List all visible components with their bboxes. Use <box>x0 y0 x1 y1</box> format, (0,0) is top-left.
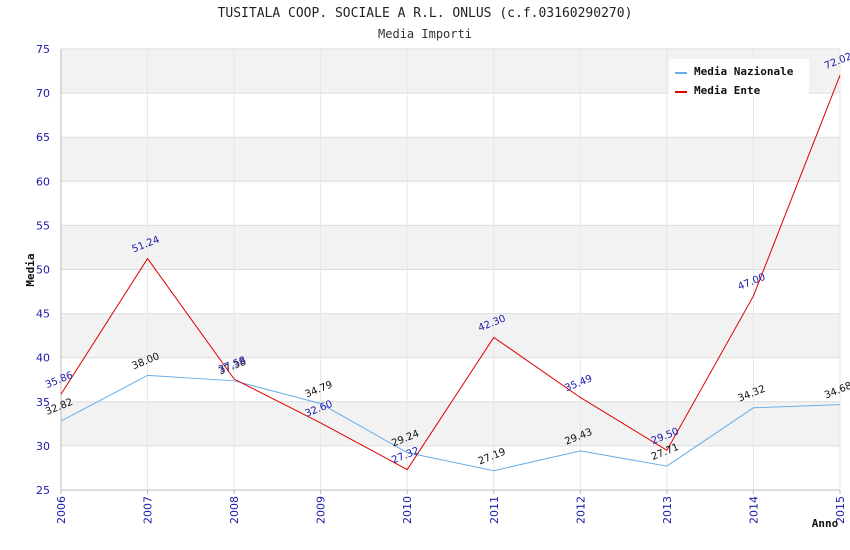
y-tick-label: 30 <box>36 440 50 453</box>
y-tick-label: 45 <box>36 308 50 321</box>
grid-band <box>61 93 840 138</box>
y-tick-label: 40 <box>36 352 50 365</box>
y-axis-title: Media <box>24 253 37 286</box>
grid-band <box>61 357 840 402</box>
series-lines <box>60 75 841 472</box>
series-line-ente <box>60 75 841 471</box>
y-tick-label: 55 <box>36 219 50 232</box>
x-tick-label: 2007 <box>142 496 155 524</box>
x-tick-label: 2012 <box>574 496 587 524</box>
x-tick-label: 2009 <box>315 496 328 524</box>
grid-bands <box>61 49 840 490</box>
grid-band <box>61 225 840 270</box>
y-tick-label: 25 <box>36 484 50 497</box>
series-line-nazionale <box>60 374 841 472</box>
chart-title: TUSITALA COOP. SOCIALE A R.L. ONLUS (c.f… <box>217 6 633 21</box>
x-axis-title: Anno <box>812 517 839 530</box>
y-tick-label: 65 <box>36 131 50 144</box>
x-tick-label: 2014 <box>747 496 760 524</box>
y-tick-label: 70 <box>36 87 50 100</box>
legend-label-ente: Media Ente <box>694 84 761 97</box>
axes <box>60 49 841 494</box>
legend-box <box>669 59 809 95</box>
y-tick-label: 35 <box>36 396 50 409</box>
legend-label-nazionale: Media Nazionale <box>694 65 794 78</box>
grid-band <box>61 313 840 358</box>
x-tick-label: 2013 <box>661 496 674 524</box>
y-tick-label: 60 <box>36 175 50 188</box>
x-tick-label: 2006 <box>55 496 68 524</box>
y-tick-labels: 25 30 35 40 45 50 55 60 65 70 75 <box>36 43 50 497</box>
y-tick-label: 50 <box>36 264 50 277</box>
x-tick-label: 2008 <box>228 496 241 524</box>
chart-subtitle: Media Importi <box>378 27 472 41</box>
x-tick-label: 2011 <box>488 496 501 524</box>
grid-band <box>61 401 840 446</box>
legend: Media Nazionale Media Ente <box>669 59 809 97</box>
grid-band <box>61 445 840 490</box>
grid-band <box>61 181 840 226</box>
x-tick-label: 2015 <box>834 496 847 524</box>
y-tick-label: 75 <box>36 43 50 56</box>
x-tick-label: 2010 <box>401 496 414 524</box>
x-tick-labels: 2006 2007 2008 2009 2010 2011 2012 2013 2014 2015 <box>55 496 847 524</box>
grid-band <box>61 137 840 182</box>
grid-band <box>61 269 840 314</box>
